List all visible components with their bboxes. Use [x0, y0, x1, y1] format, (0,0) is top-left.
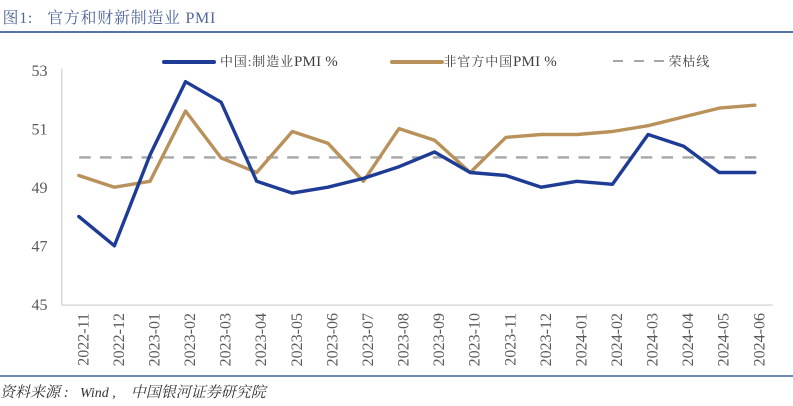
svg-text:2023-08: 2023-08 — [396, 313, 413, 366]
svg-text:2024-03: 2024-03 — [645, 313, 662, 366]
svg-text:47: 47 — [32, 239, 48, 256]
svg-text:2023-01: 2023-01 — [147, 313, 164, 366]
svg-text:2024-04: 2024-04 — [680, 313, 697, 366]
svg-text:2023-05: 2023-05 — [289, 313, 306, 366]
svg-text:2024-01: 2024-01 — [573, 313, 590, 366]
svg-text:2023-11: 2023-11 — [502, 313, 519, 366]
svg-text:2023-12: 2023-12 — [538, 313, 555, 366]
svg-text:2023-03: 2023-03 — [218, 313, 235, 366]
svg-text:2023-04: 2023-04 — [253, 313, 270, 366]
svg-text:2022-12: 2022-12 — [111, 313, 128, 366]
svg-text:2024-06: 2024-06 — [751, 313, 768, 366]
svg-text:45: 45 — [32, 297, 48, 314]
svg-text:2024-05: 2024-05 — [716, 313, 733, 366]
svg-text:2023-02: 2023-02 — [182, 313, 199, 366]
svg-text:2024-02: 2024-02 — [609, 313, 626, 366]
svg-text:2023-10: 2023-10 — [467, 313, 484, 366]
svg-text:2022-11: 2022-11 — [75, 313, 92, 366]
svg-text:49: 49 — [32, 180, 48, 197]
svg-text:51: 51 — [32, 121, 48, 138]
svg-text:2023-09: 2023-09 — [431, 313, 448, 366]
svg-text:2023-07: 2023-07 — [360, 313, 377, 366]
svg-text:2023-06: 2023-06 — [324, 313, 341, 366]
svg-text:53: 53 — [32, 63, 48, 80]
